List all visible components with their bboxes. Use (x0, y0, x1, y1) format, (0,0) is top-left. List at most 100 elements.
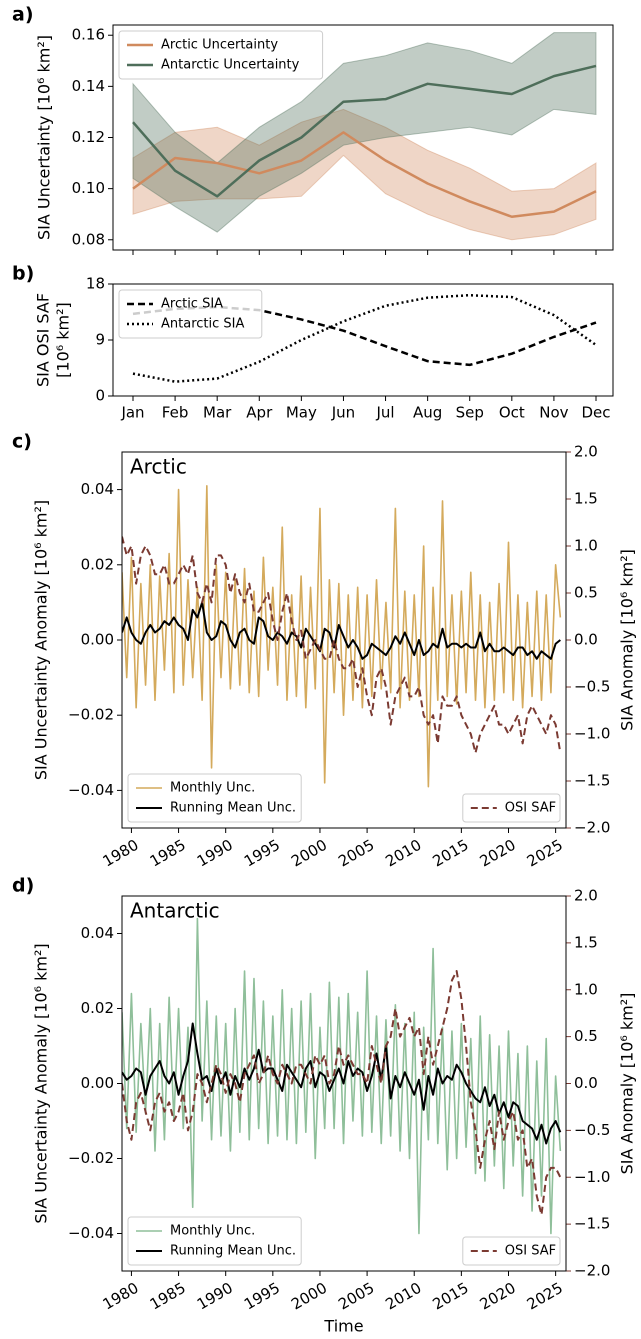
y-tick-label: −0.04 (68, 1224, 114, 1242)
plot-frame (121, 451, 567, 829)
legend-label: OSI SAF (505, 801, 556, 816)
x-tick-label: Feb (162, 404, 189, 422)
panel-label: c) (12, 431, 32, 453)
legend-label: Antarctic SIA (161, 317, 244, 332)
y-axis-label: SIA Uncertainty Anomaly [10⁶ km²] (32, 500, 51, 780)
panel-label: b) (12, 263, 34, 285)
series-line (122, 917, 562, 1235)
x-tick-label: 2005 (335, 1279, 377, 1314)
y2-axis-label: SIA Anomaly [10⁶ km²] (618, 549, 637, 731)
y-tick-label: 9 (95, 331, 105, 349)
x-axis-label: Time (323, 1317, 363, 1336)
x-tick-label: 1990 (194, 1279, 236, 1314)
y-tick-label: 0.04 (81, 480, 114, 498)
y-tick-label: 0.16 (72, 26, 105, 44)
x-tick-label: 2025 (524, 1279, 566, 1314)
y-axis-label: [10⁶ km²] (54, 302, 73, 378)
x-tick-label: Sep (456, 404, 484, 422)
y2-tick-label: 0.5 (574, 1027, 598, 1045)
y2-tick-label: 1.5 (574, 490, 598, 508)
legend-label: Running Mean Unc. (170, 801, 296, 816)
x-tick-label: 2010 (382, 1279, 424, 1314)
legend-label: Antarctic Uncertainty (161, 58, 300, 73)
legend-box (118, 289, 263, 339)
uncertainty-band (132, 32, 597, 233)
x-tick-label: Mar (203, 404, 232, 422)
legend-box (127, 773, 302, 823)
annotation: Arctic (130, 455, 187, 479)
legend-label: Arctic Uncertainty (161, 38, 278, 53)
y-tick-label: 0.14 (72, 77, 105, 95)
legend-box (127, 1216, 302, 1266)
series-line (122, 601, 561, 660)
x-tick-label: 1980 (100, 1279, 142, 1314)
legend-label: Running Mean Unc. (170, 1244, 296, 1259)
y-tick-label: −0.04 (68, 781, 114, 799)
y2-tick-label: −1.5 (574, 1215, 610, 1233)
y2-tick-label: −2.0 (574, 1262, 610, 1280)
panel-label: a) (12, 4, 34, 26)
x-tick-label: 2005 (335, 836, 377, 871)
y-tick-label: −0.02 (68, 1149, 114, 1167)
series-line (132, 293, 597, 383)
x-tick-label: 1990 (194, 836, 236, 871)
y-tick-label: 0.02 (81, 555, 114, 573)
y-axis-label: SIA Uncertainty Anomaly [10⁶ km²] (32, 943, 51, 1223)
plot-frame (121, 895, 567, 1272)
y-tick-label: 18 (86, 275, 105, 293)
y-tick-label: 0.10 (72, 179, 105, 197)
y2-tick-label: 2.0 (574, 887, 598, 905)
x-tick-label: 2000 (288, 1279, 330, 1314)
legend-box (462, 1236, 561, 1266)
legend-box (118, 30, 324, 80)
y2-tick-label: 2.0 (574, 443, 598, 461)
plot-frame (112, 283, 614, 397)
series-line (122, 970, 562, 1216)
legend-label: Monthly Unc. (170, 1224, 255, 1239)
y2-tick-label: −0.5 (574, 1121, 610, 1139)
series-line (122, 1022, 562, 1145)
uncertainty-band (132, 108, 597, 241)
x-tick-label: 1985 (147, 836, 189, 871)
y2-axis-label: SIA Anomaly [10⁶ km²] (618, 993, 637, 1175)
series-line (132, 131, 597, 219)
x-tick-label: 2000 (288, 836, 330, 871)
y2-tick-label: 1.0 (574, 537, 598, 555)
x-tick-label: 2020 (477, 836, 519, 871)
plot-frame (112, 24, 614, 251)
x-tick-label: Jul (375, 404, 394, 422)
legend-label: Monthly Unc. (170, 781, 255, 796)
panel-label: d) (12, 875, 34, 897)
x-tick-label: 1985 (147, 1279, 189, 1314)
y2-tick-label: 1.5 (574, 933, 598, 951)
legend-label: Arctic SIA (161, 297, 223, 312)
y2-tick-label: 0.0 (574, 1074, 598, 1092)
x-tick-label: Dec (581, 404, 610, 422)
y2-tick-label: −0.5 (574, 678, 610, 696)
x-tick-label: Aug (413, 404, 442, 422)
x-tick-label: 1995 (241, 836, 283, 871)
y2-tick-label: −1.0 (574, 1168, 610, 1186)
y-tick-label: 0.00 (81, 1074, 114, 1092)
y-axis-label: SIA OSI SAF (34, 293, 53, 387)
y-tick-label: 0.04 (81, 924, 114, 942)
x-tick-label: 2015 (430, 1279, 472, 1314)
x-tick-label: 2020 (477, 1279, 519, 1314)
legend-box (462, 793, 561, 823)
y2-tick-label: 0.0 (574, 631, 598, 649)
x-tick-label: Oct (499, 404, 525, 422)
x-tick-label: Jan (120, 404, 144, 422)
y2-tick-label: 1.0 (574, 980, 598, 998)
y2-tick-label: −1.5 (574, 772, 610, 790)
y2-tick-label: 0.5 (574, 584, 598, 602)
annotation: Antarctic (130, 899, 220, 923)
y-axis-label: SIA Uncertainty [10⁶ km²] (35, 35, 54, 240)
y-tick-label: 0.02 (81, 999, 114, 1017)
x-tick-label: 2015 (430, 836, 472, 871)
x-tick-label: 2025 (524, 836, 566, 871)
y-tick-label: 0 (95, 387, 105, 405)
series-line (132, 64, 597, 198)
x-tick-label: 1995 (241, 1279, 283, 1314)
